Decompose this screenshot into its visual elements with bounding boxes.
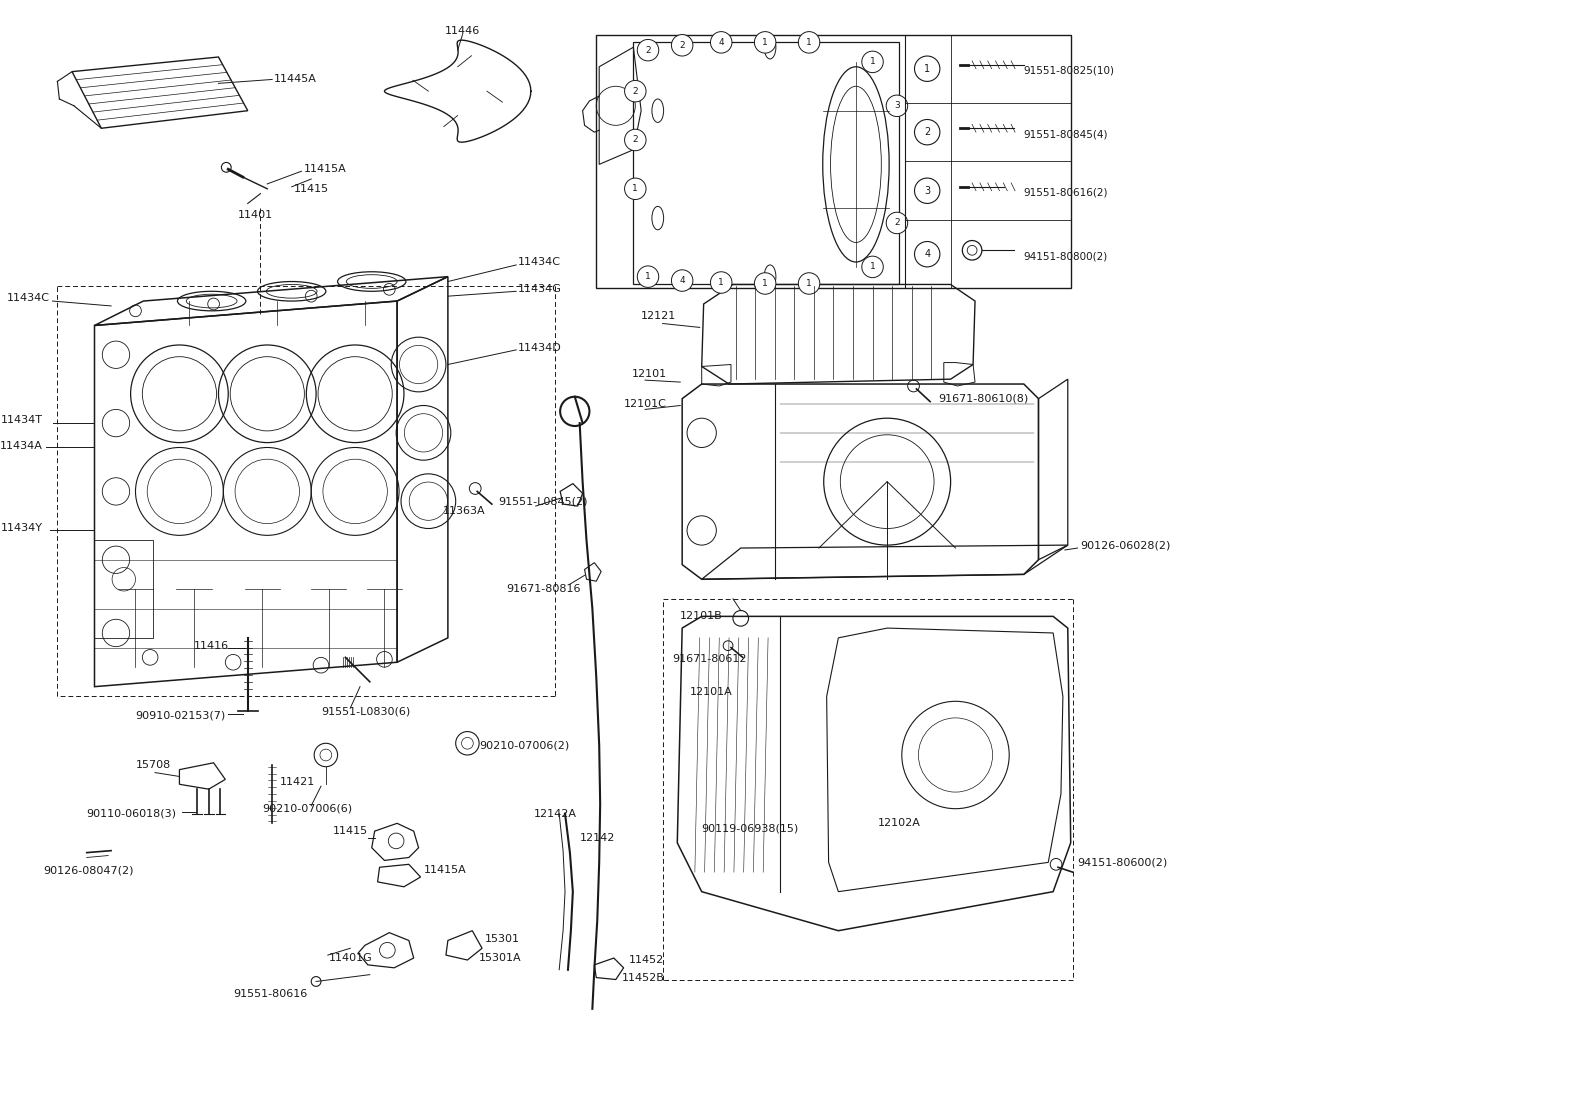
Circle shape — [637, 266, 659, 287]
Circle shape — [798, 273, 820, 295]
Text: 11452B: 11452B — [621, 973, 664, 983]
Circle shape — [637, 40, 659, 60]
Text: 90126-08047(2): 90126-08047(2) — [43, 865, 134, 875]
Text: 90110-06018(3): 90110-06018(3) — [86, 809, 177, 819]
Circle shape — [624, 80, 646, 102]
Text: 90210-07006(6): 90210-07006(6) — [263, 803, 352, 813]
Circle shape — [861, 52, 884, 73]
Text: 94151-80800(2): 94151-80800(2) — [1024, 252, 1108, 262]
Text: 11415: 11415 — [333, 826, 368, 836]
Text: 11401G: 11401G — [330, 953, 373, 963]
Text: 1: 1 — [763, 279, 767, 288]
Text: 2: 2 — [632, 135, 638, 144]
Text: 11415A: 11415A — [423, 865, 466, 875]
Text: 11415: 11415 — [293, 184, 330, 193]
Circle shape — [624, 130, 646, 151]
Circle shape — [672, 270, 693, 291]
Text: 91671-80612: 91671-80612 — [672, 654, 747, 664]
Circle shape — [710, 32, 732, 53]
Text: 11421: 11421 — [280, 777, 315, 787]
Text: 91671-80610(8): 91671-80610(8) — [938, 393, 1028, 403]
Circle shape — [887, 212, 907, 234]
Circle shape — [861, 256, 884, 278]
Text: 11363A: 11363A — [443, 506, 486, 515]
Text: 11434C: 11434C — [517, 257, 560, 267]
Text: 4: 4 — [680, 276, 685, 285]
Text: 11434C: 11434C — [6, 293, 49, 303]
Text: 12101: 12101 — [632, 369, 667, 379]
Text: 12102A: 12102A — [877, 819, 920, 829]
Text: 91551-80825(10): 91551-80825(10) — [1024, 66, 1114, 76]
Text: 1: 1 — [632, 185, 638, 193]
Text: 94151-80600(2): 94151-80600(2) — [1078, 857, 1169, 867]
Text: 12142A: 12142A — [533, 809, 576, 819]
Circle shape — [672, 34, 693, 56]
Text: 12101B: 12101B — [680, 611, 723, 621]
Text: 11416: 11416 — [194, 641, 229, 651]
Text: 1: 1 — [718, 278, 724, 287]
Text: 15708: 15708 — [135, 759, 170, 769]
Bar — [94, 541, 153, 637]
Text: 91551-L0845(2): 91551-L0845(2) — [498, 496, 587, 507]
Text: 1: 1 — [806, 279, 812, 288]
Circle shape — [624, 178, 646, 200]
Text: 11434A: 11434A — [0, 441, 43, 451]
Text: 2: 2 — [923, 127, 930, 137]
Text: 4: 4 — [923, 249, 930, 259]
Text: 11415A: 11415A — [304, 164, 345, 175]
Circle shape — [914, 242, 939, 267]
Circle shape — [887, 96, 907, 116]
Text: 11401: 11401 — [237, 210, 274, 220]
Text: 11445A: 11445A — [274, 75, 317, 85]
Text: 15301A: 15301A — [479, 953, 522, 963]
Bar — [634, 43, 899, 285]
Text: 15301: 15301 — [486, 933, 521, 944]
Text: 1: 1 — [645, 273, 651, 281]
Text: 1: 1 — [923, 64, 930, 74]
Circle shape — [798, 32, 820, 53]
Text: 2: 2 — [680, 41, 685, 49]
Text: 1: 1 — [869, 263, 876, 271]
Text: 91551-80616(2): 91551-80616(2) — [1024, 188, 1108, 198]
Text: 11434Y: 11434Y — [0, 522, 43, 533]
Text: 12142: 12142 — [579, 833, 615, 843]
Text: 1: 1 — [869, 57, 876, 66]
Text: 11434D: 11434D — [517, 343, 562, 353]
Circle shape — [710, 271, 732, 293]
Text: 91551-80845(4): 91551-80845(4) — [1024, 129, 1108, 140]
Text: 11434T: 11434T — [0, 415, 43, 425]
Text: 1: 1 — [806, 37, 812, 47]
Text: 2: 2 — [645, 46, 651, 55]
Text: 2: 2 — [632, 87, 638, 96]
Text: 12101A: 12101A — [689, 687, 732, 697]
Text: 12121: 12121 — [642, 311, 677, 321]
Text: 2: 2 — [895, 219, 899, 227]
Text: 90910-02153(7): 90910-02153(7) — [135, 711, 226, 721]
Text: 12101C: 12101C — [624, 399, 667, 409]
Circle shape — [914, 120, 939, 145]
Text: 3: 3 — [923, 186, 930, 196]
Text: 91551-80616: 91551-80616 — [232, 989, 307, 999]
Text: 11452: 11452 — [629, 955, 664, 965]
Text: 90119-06938(15): 90119-06938(15) — [702, 823, 799, 833]
Text: 4: 4 — [718, 37, 724, 47]
Text: 91671-80816: 91671-80816 — [506, 584, 581, 595]
Circle shape — [755, 32, 775, 53]
Circle shape — [914, 178, 939, 203]
Text: 90210-07006(2): 90210-07006(2) — [479, 741, 570, 751]
Text: 11434G: 11434G — [517, 285, 562, 295]
Circle shape — [914, 56, 939, 81]
Text: 90126-06028(2): 90126-06028(2) — [1081, 540, 1170, 551]
Text: 11446: 11446 — [444, 25, 481, 35]
Circle shape — [755, 273, 775, 295]
Bar — [597, 34, 1071, 288]
Text: 3: 3 — [895, 101, 899, 110]
Text: 1: 1 — [763, 37, 767, 47]
Text: 91551-L0830(6): 91551-L0830(6) — [322, 706, 411, 717]
